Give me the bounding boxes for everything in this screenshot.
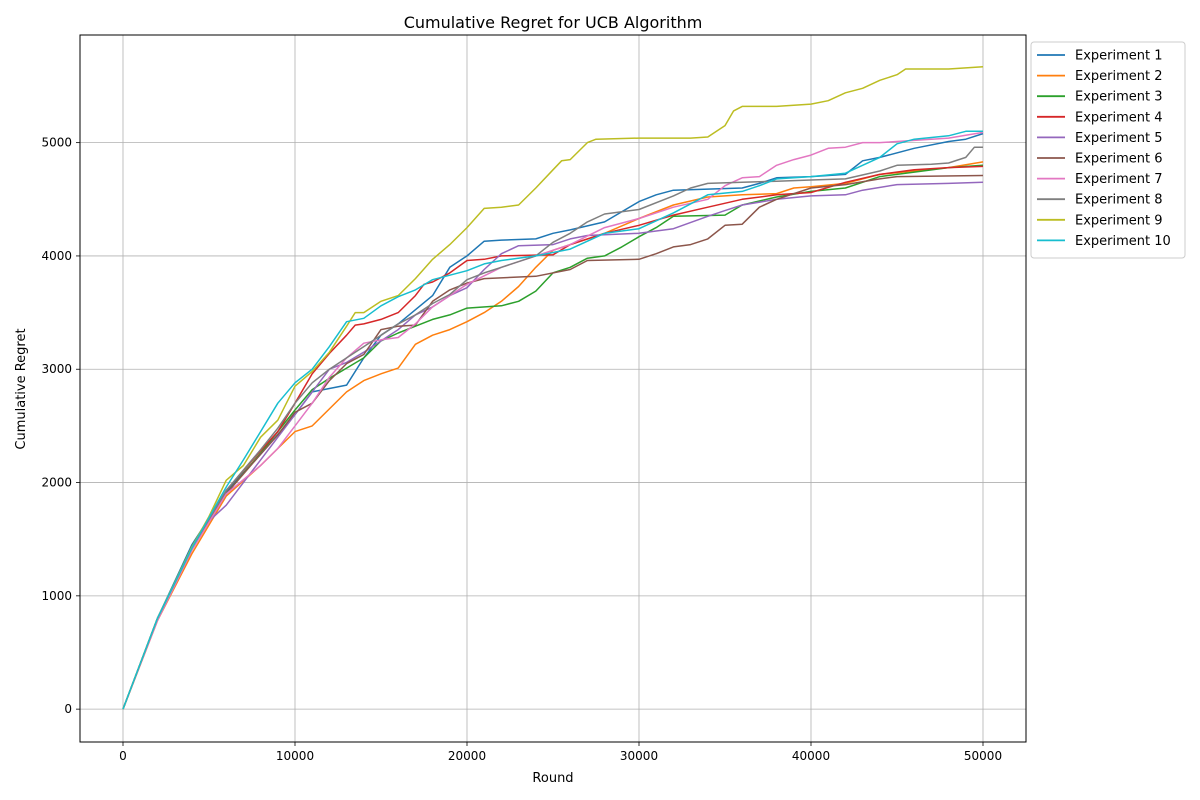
- series-layer: [122, 65, 984, 710]
- series-line: [122, 174, 984, 710]
- legend-label: Experiment 10: [1075, 234, 1171, 249]
- series-line: [122, 164, 984, 710]
- x-tick-label: 10000: [276, 749, 314, 763]
- legend-label: Experiment 2: [1075, 69, 1163, 84]
- tick-layer: 0 10000 20000 30000 40000 50000 0 1000 2000 3000 4…: [41, 136, 1002, 763]
- x-axis-label: Round: [532, 771, 573, 786]
- plot-frame: [79, 34, 1027, 743]
- y-tick-label: 5000: [41, 136, 72, 150]
- chart-title: Cumulative Regret for UCB Algorithm: [404, 13, 703, 32]
- legend-label: Experiment 5: [1075, 131, 1163, 146]
- x-tick-label: 0: [119, 749, 127, 763]
- legend-box: [1030, 41, 1186, 259]
- legend-label: Experiment 4: [1075, 110, 1163, 125]
- series-line: [122, 181, 984, 710]
- y-tick-label: 1000: [41, 589, 72, 603]
- legend-label: Experiment 6: [1075, 152, 1163, 167]
- x-tick-label: 50000: [964, 749, 1002, 763]
- y-tick-label: 2000: [41, 476, 72, 490]
- y-tick-label: 3000: [41, 362, 72, 376]
- legend-label: Experiment 8: [1075, 193, 1163, 208]
- y-axis-label: Cumulative Regret: [14, 328, 29, 449]
- series-line: [122, 65, 984, 710]
- legend-label: Experiment 3: [1075, 90, 1163, 105]
- legend-label: Experiment 7: [1075, 172, 1163, 187]
- legend-label: Experiment 9: [1075, 213, 1163, 228]
- y-tick-label: 0: [64, 702, 72, 716]
- grid-layer: [80, 35, 1026, 742]
- legend-label: Experiment 1: [1075, 49, 1163, 64]
- x-tick-label: 30000: [620, 749, 658, 763]
- legend: Experiment 1 Experiment 2 Experiment 3 Expe…: [1030, 41, 1186, 259]
- series-line: [122, 130, 983, 710]
- y-tick-label: 4000: [41, 249, 72, 263]
- x-tick-label: 40000: [792, 749, 830, 763]
- x-tick-label: 20000: [448, 749, 486, 763]
